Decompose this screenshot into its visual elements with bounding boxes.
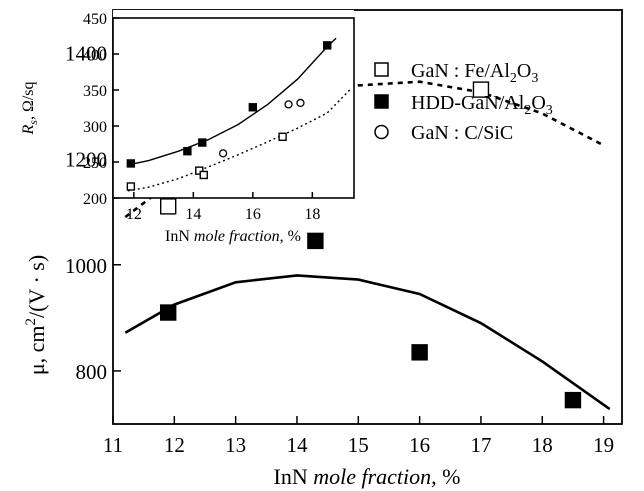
legend-open-square-marker [374,62,389,77]
y-tick-label: 1000 [65,254,107,278]
main-x-axis-title: InN mole fraction, % [274,464,461,489]
data-point [218,149,228,158]
y-tick-label: 250 [83,155,107,172]
x-tick-label: 18 [532,433,553,457]
data-point [296,98,305,108]
x-tick-label: 15 [348,433,369,457]
legend-filled-square-marker [374,94,389,109]
data-point [564,391,582,409]
legend-item-hdd: HDD-GaN/Al2O3 [374,92,553,118]
data-point [126,182,136,191]
data-point [472,81,490,98]
legend-item-fe: GaN : Fe/Al2O3 [374,60,538,86]
data-point [323,41,332,50]
main-plot-frame [112,9,623,425]
y-tick-label: 1400 [65,41,107,65]
y-tick-label: 800 [76,360,108,384]
fit-curve [127,88,352,192]
x-tick-label: 17 [470,433,491,457]
data-point [411,344,428,361]
data-point [199,170,208,180]
y-tick-label: 400 [83,47,107,64]
y-tick-label: 300 [83,119,107,136]
fit-curve [124,274,611,411]
x-tick-label: 11 [103,433,123,457]
legend: GaN : Fe/Al2O3 HDD-GaN/Al2O3 GaN : C/SiC [374,60,553,144]
legend-item-sic: GaN : C/SiC [374,122,513,144]
x-tick-label: 12 [126,206,142,223]
data-point [195,166,204,175]
data-point [278,132,287,142]
data-point [248,103,258,112]
data-point [284,100,293,109]
data-point [307,232,324,250]
x-tick-label: 16 [409,433,430,457]
data-point [159,304,177,321]
x-tick-label: 13 [225,433,246,457]
x-tick-label: 18 [304,206,320,223]
x-tick-label: 12 [164,433,185,457]
legend-label-fe: GaN : Fe/Al2O3 [411,60,538,86]
data-point [159,198,177,215]
fit-curve [127,37,337,166]
x-tick-label: 14 [286,433,308,457]
inset-background [113,10,354,198]
legend-label-hdd: HDD-GaN/Al2O3 [411,92,553,118]
main-y-axis-title: μ, cm2/(V · s) [23,255,49,375]
y-tick-label: 1200 [65,148,107,172]
inset-y-axis-title: Rs, Ω/sq [20,81,40,135]
fit-curve [124,80,605,219]
x-tick-label: 14 [185,206,201,223]
inset-x-axis-title: InN mole fraction, % [165,228,301,245]
y-tick-label: 450 [83,11,107,28]
x-tick-label: 19 [593,433,614,457]
y-tick-label: 200 [83,191,107,208]
inset-plot-frame [112,17,355,199]
main-plot: 11 12 13 14 15 16 17 18 19 800 1000 1200 1400 [65,41,614,457]
data-point [198,138,207,147]
y-tick-label: 350 [83,83,107,100]
legend-open-circle-marker [374,124,389,140]
x-tick-label: 16 [245,206,261,223]
legend-label-sic: GaN : C/SiC [411,122,513,144]
data-point [126,159,136,168]
inset-plot: 12 14 16 18 200 250 300 350 400 450 [83,11,352,223]
data-point [183,146,192,156]
